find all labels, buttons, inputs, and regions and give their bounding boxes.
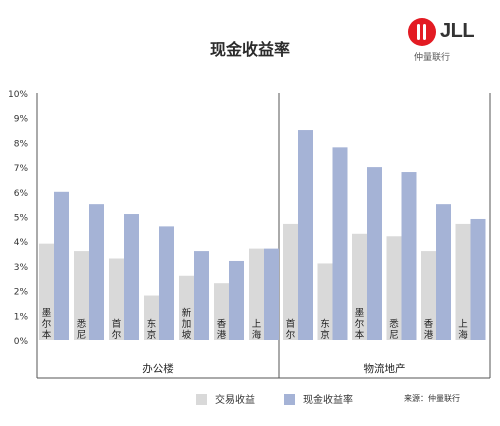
bar-cash [159, 226, 174, 340]
y-tick-label: 5% [14, 214, 29, 224]
category-label: 上海 [458, 319, 468, 341]
bar-cash [298, 130, 313, 340]
category-label: 首尔 [112, 318, 122, 341]
category-label: 悉尼 [389, 318, 399, 341]
category-label: 香港 [217, 319, 227, 341]
bar-transaction [74, 251, 89, 340]
y-tick-label: 6% [14, 189, 29, 199]
bar-transaction [421, 251, 436, 340]
chart-title: 现金收益率 [209, 40, 290, 59]
legend-item-cash: 现金收益率 [284, 391, 353, 406]
y-tick-label: 2% [14, 288, 29, 298]
y-tick-label: 1% [14, 312, 29, 322]
category-label: 悉尼 [77, 318, 87, 341]
bar-cash [332, 147, 348, 340]
y-tick-label: 9% [14, 115, 29, 125]
group-label: 物流地产 [364, 362, 406, 375]
category-label: 新加坡 [182, 307, 192, 341]
bar-transaction [214, 283, 229, 340]
bar-transaction [179, 275, 194, 340]
bar-cash [89, 204, 104, 340]
bar-transaction [317, 263, 333, 340]
y-tick-label: 10% [8, 90, 28, 100]
category-label: 东京 [147, 318, 157, 341]
y-tick-label: 7% [14, 164, 29, 174]
bar-transaction [39, 243, 54, 340]
legend-swatch-cash [284, 394, 295, 405]
bar-transaction [352, 233, 367, 340]
bar-cash [401, 172, 417, 340]
bar-transaction [109, 258, 124, 340]
jll-logo: JLL 仲量联行 [408, 18, 484, 68]
jll-logo-text: JLL [440, 20, 475, 42]
bar-cash [54, 191, 69, 340]
bar-cash [124, 214, 139, 340]
legend-label-transaction: 交易收益 [215, 395, 255, 406]
group-label: 办公楼 [142, 362, 174, 375]
category-label: 墨尔本 [42, 308, 52, 341]
y-tick-label: 8% [14, 139, 29, 149]
category-label: 香港 [424, 319, 434, 341]
jll-logo-subtitle: 仲量联行 [414, 53, 451, 63]
bar-cash [264, 248, 279, 340]
bar-cash [367, 167, 382, 340]
bar-transaction [386, 236, 402, 340]
category-label: 首尔 [286, 318, 296, 341]
source-note: 来源：仲量联行 [404, 394, 460, 403]
bar-cash [436, 204, 451, 340]
bar-cash [194, 251, 209, 340]
bar-cash [229, 260, 244, 340]
category-label: 东京 [320, 318, 330, 341]
bar-transaction [283, 223, 298, 340]
y-tick-label: 0% [14, 337, 29, 347]
bar-transaction [455, 223, 471, 340]
category-label: 上海 [252, 319, 262, 341]
legend-swatch-transaction [196, 394, 207, 405]
category-label: 墨尔本 [355, 308, 365, 341]
legend-item-transaction: 交易收益 [196, 391, 255, 406]
y-tick-label: 3% [14, 263, 29, 273]
bar-transaction [249, 248, 264, 340]
legend-label-cash: 现金收益率 [303, 395, 353, 406]
y-tick-label: 4% [14, 238, 29, 248]
bar-transaction [144, 295, 159, 340]
jll-logo-mark-icon [408, 18, 436, 46]
bar-cash [470, 218, 486, 340]
